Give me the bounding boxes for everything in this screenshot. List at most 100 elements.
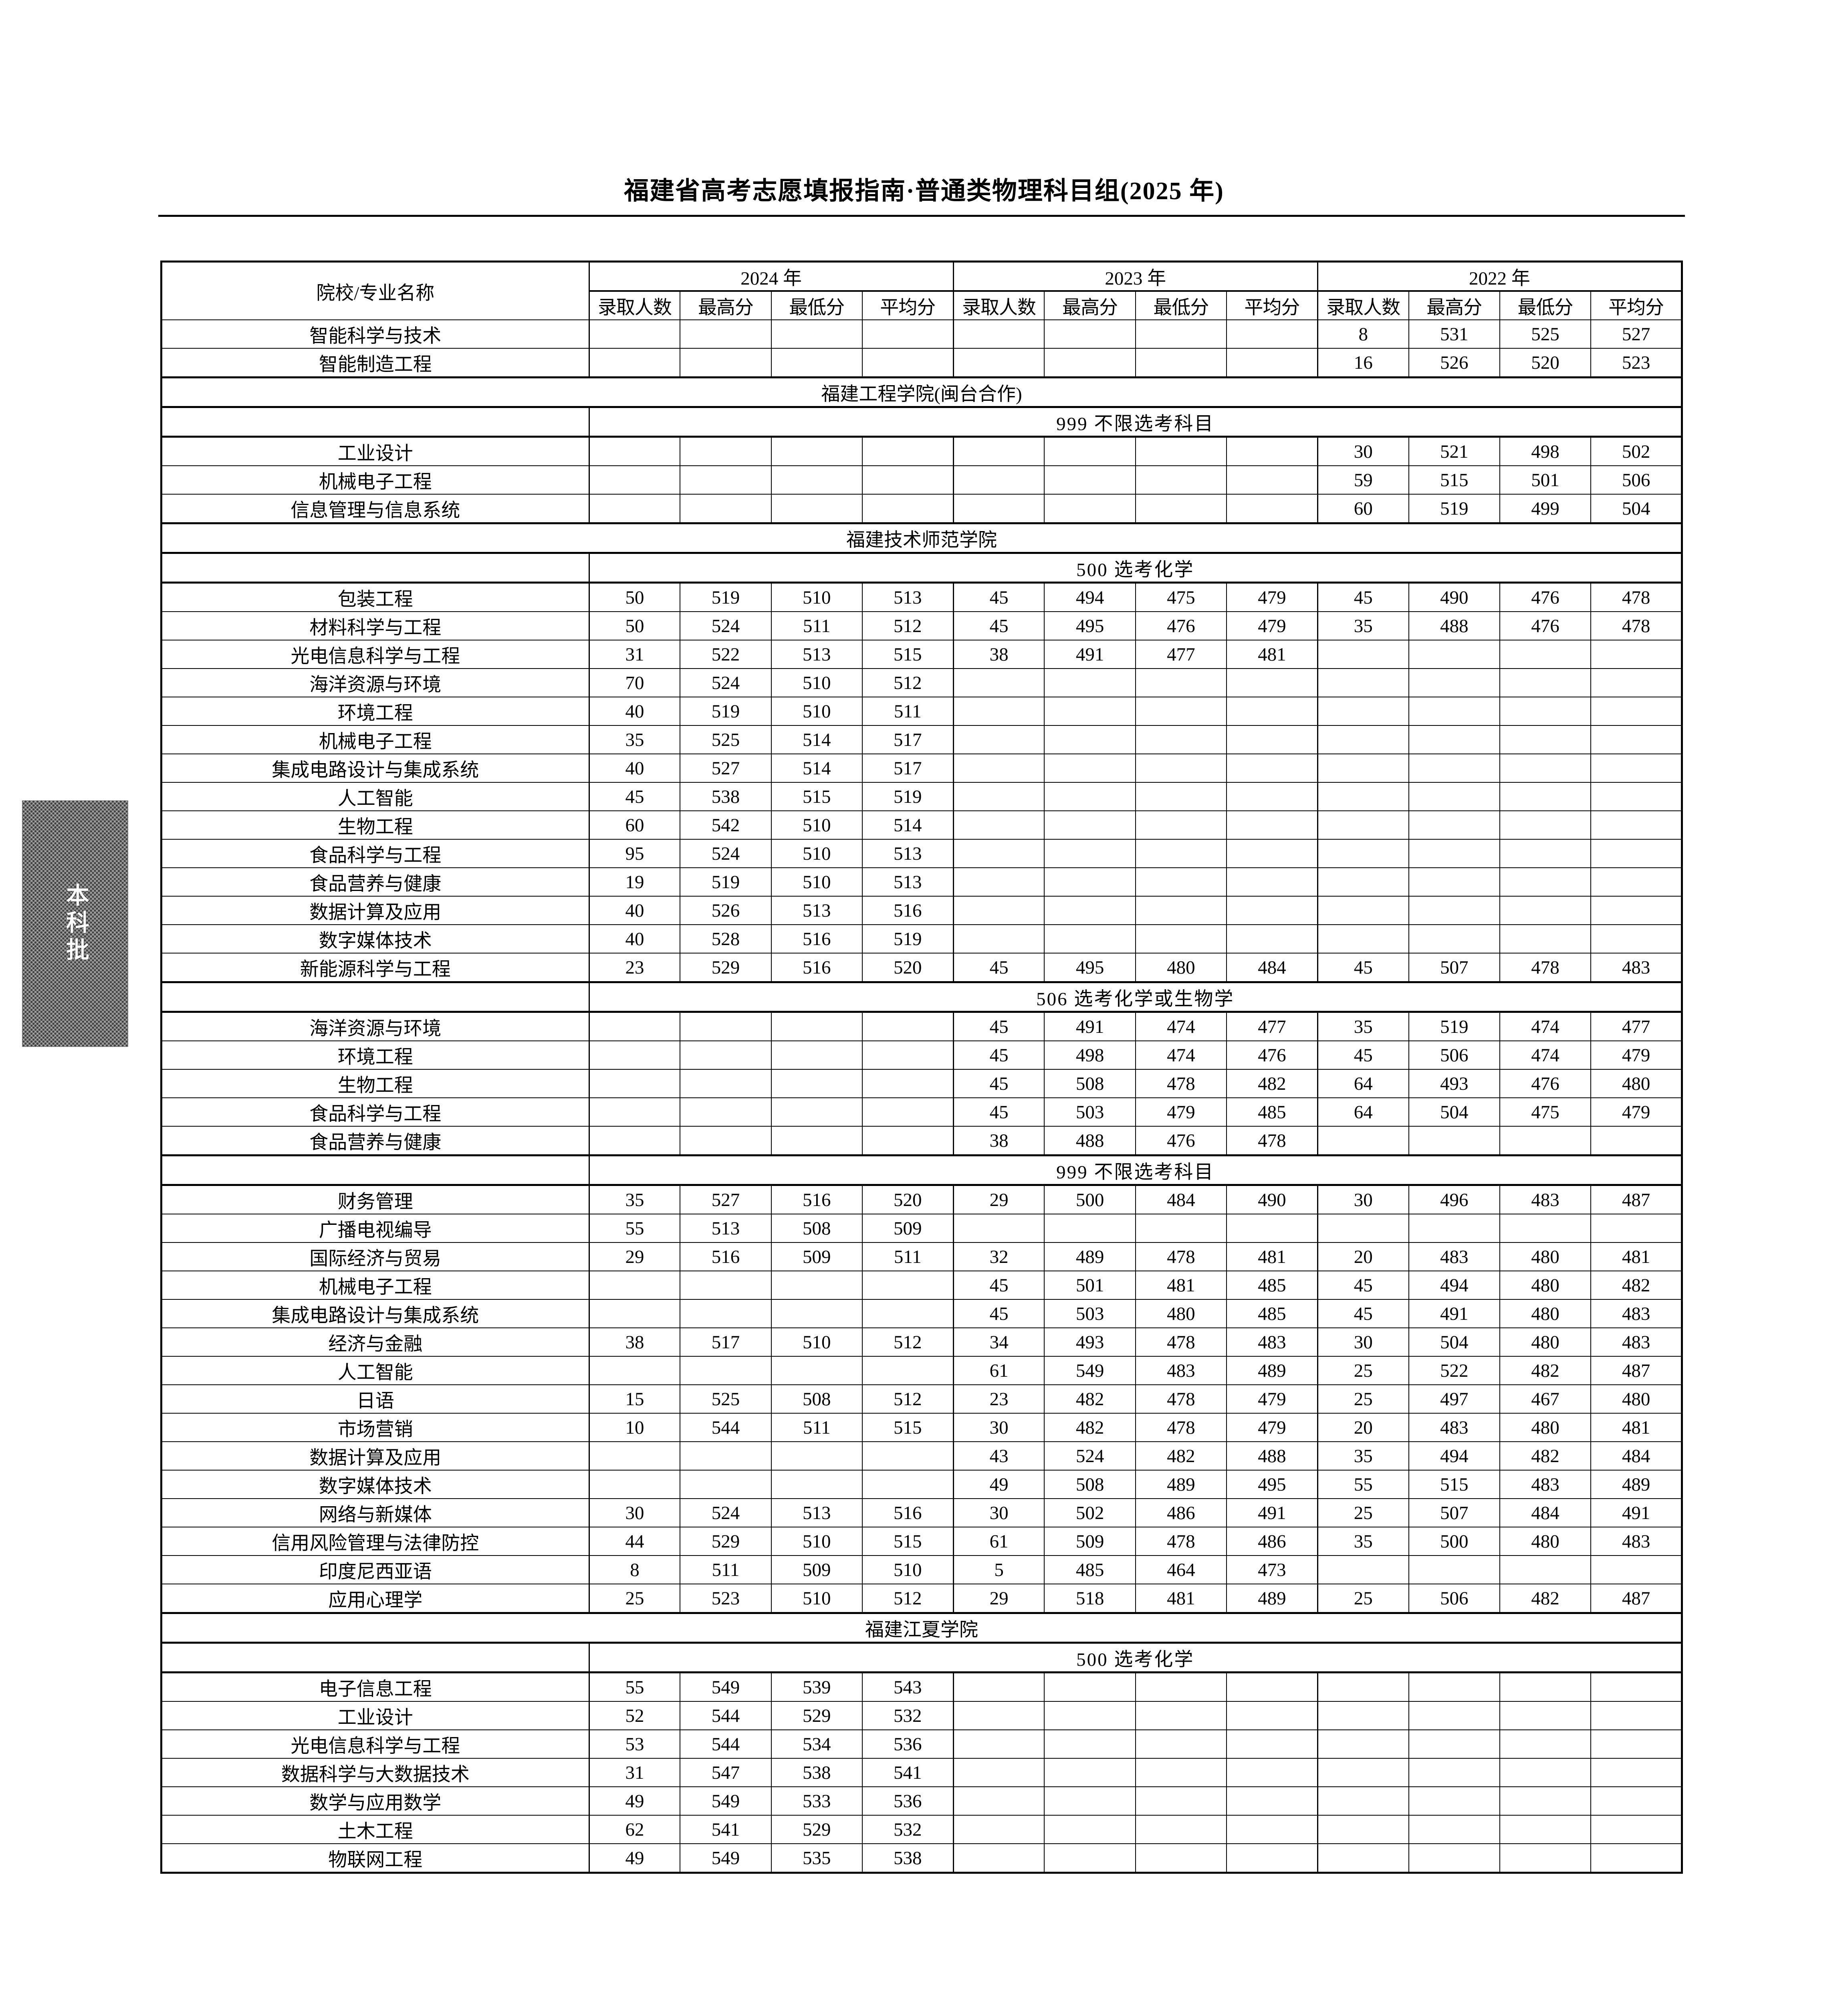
cell-2024-avg xyxy=(861,465,954,495)
cell-2022-max xyxy=(1408,640,1500,669)
cell-2023-max: 508 xyxy=(1044,1069,1136,1098)
cell-2022-max xyxy=(1408,1843,1500,1873)
table-row: 数据计算及应用 43 524 482 488 35 494 482 484 xyxy=(161,1441,1683,1471)
major-name: 新能源科学与工程 xyxy=(161,953,590,983)
cell-2024-avg: 509 xyxy=(861,1214,954,1243)
cell-2022-enrolled xyxy=(1317,668,1409,697)
cell-2024-enrolled: 35 xyxy=(588,1184,681,1214)
cell-2022-min: 482 xyxy=(1499,1356,1592,1385)
cell-2023-enrolled: 45 xyxy=(952,611,1045,640)
subject-group-row: 999 不限选考科目 xyxy=(161,1154,1683,1186)
cell-2022-max: 506 xyxy=(1408,1040,1500,1070)
major-name: 食品营养与健康 xyxy=(161,1126,590,1156)
cell-2022-enrolled xyxy=(1317,1758,1409,1787)
cell-2022-max xyxy=(1408,1758,1500,1787)
cell-2022-min: 476 xyxy=(1499,582,1592,612)
cell-2023-enrolled: 61 xyxy=(952,1527,1045,1556)
cell-2024-min: 510 xyxy=(771,697,863,726)
table-row: 数学与应用数学 49 549 533 536 xyxy=(161,1786,1683,1816)
cell-2023-enrolled xyxy=(952,896,1045,925)
cell-2022-enrolled: 25 xyxy=(1317,1584,1409,1614)
major-name: 信用风险管理与法律防控 xyxy=(161,1527,590,1556)
school-name: 福建江夏学院 xyxy=(161,1612,1683,1643)
table-row: 信息管理与信息系统 60 519 499 504 xyxy=(161,494,1683,524)
cell-2024-enrolled: 40 xyxy=(588,924,681,954)
cell-2024-max xyxy=(680,1011,772,1041)
cell-2024-min: 513 xyxy=(771,1498,863,1527)
cell-2024-enrolled: 49 xyxy=(588,1843,681,1873)
cell-2023-min xyxy=(1135,810,1227,840)
cell-2024-enrolled: 45 xyxy=(588,782,681,811)
cell-2023-avg xyxy=(1226,465,1318,495)
cell-2023-min: 474 xyxy=(1135,1011,1227,1041)
cell-2022-max: 507 xyxy=(1408,1498,1500,1527)
cell-2023-enrolled xyxy=(952,319,1045,349)
cell-2023-max xyxy=(1044,697,1136,726)
table-row: 环境工程 40 519 510 511 xyxy=(161,697,1683,726)
cell-2023-max: 491 xyxy=(1044,1011,1136,1041)
cell-2023-enrolled xyxy=(952,348,1045,378)
cell-2024-min: 533 xyxy=(771,1786,863,1816)
school-row: 福建工程学院(闽台合作) xyxy=(161,376,1683,408)
cell-2022-avg: 487 xyxy=(1590,1356,1683,1385)
cell-2022-enrolled: 35 xyxy=(1317,1527,1409,1556)
cell-2024-max: 544 xyxy=(680,1413,772,1442)
cell-2022-min xyxy=(1499,668,1592,697)
cell-2023-enrolled: 38 xyxy=(952,1126,1045,1156)
cell-2024-max: 513 xyxy=(680,1214,772,1243)
cell-2023-min xyxy=(1135,1729,1227,1759)
subject-group-row: 500 选考化学 xyxy=(161,552,1683,583)
major-name: 人工智能 xyxy=(161,1356,590,1385)
cell-2022-enrolled: 8 xyxy=(1317,319,1409,349)
subject-group-spacer xyxy=(161,552,590,583)
cell-2023-min xyxy=(1135,465,1227,495)
cell-2022-min xyxy=(1499,725,1592,754)
cell-2024-enrolled xyxy=(588,1441,681,1471)
cell-2022-min: 484 xyxy=(1499,1498,1592,1527)
cell-2024-avg: 519 xyxy=(861,782,954,811)
cell-2024-max: 524 xyxy=(680,839,772,868)
cell-2024-max: 522 xyxy=(680,640,772,669)
cell-2024-min: 539 xyxy=(771,1671,863,1702)
cell-2023-avg: 485 xyxy=(1226,1299,1318,1328)
cell-2022-max: 483 xyxy=(1408,1242,1500,1271)
cell-2022-enrolled xyxy=(1317,896,1409,925)
table-row: 食品科学与工程 45 503 479 485 64 504 475 479 xyxy=(161,1097,1683,1127)
cell-2024-max: 527 xyxy=(680,1184,772,1214)
cell-2022-max: 497 xyxy=(1408,1384,1500,1414)
cell-2022-enrolled: 25 xyxy=(1317,1356,1409,1385)
cell-2023-avg xyxy=(1226,697,1318,726)
cell-2024-avg: 510 xyxy=(861,1555,954,1584)
cell-2023-min xyxy=(1135,436,1227,466)
cell-2022-avg: 527 xyxy=(1590,319,1683,349)
table-head: 院校/专业名称 2024 年 2023 年 2022 年 录取人数 最高分 最低… xyxy=(161,261,1683,320)
cell-2023-avg: 476 xyxy=(1226,1040,1318,1070)
cell-2022-max: 494 xyxy=(1408,1271,1500,1300)
cell-2022-max: 494 xyxy=(1408,1441,1500,1471)
cell-2023-avg xyxy=(1226,1843,1318,1873)
cell-2023-enrolled: 5 xyxy=(952,1555,1045,1584)
cell-2024-max: 524 xyxy=(680,611,772,640)
cell-2022-enrolled xyxy=(1317,810,1409,840)
cell-2022-max xyxy=(1408,725,1500,754)
cell-2023-max: 498 xyxy=(1044,1040,1136,1070)
cell-2023-min xyxy=(1135,924,1227,954)
cell-2023-avg xyxy=(1226,494,1318,524)
cell-2023-min: 475 xyxy=(1135,582,1227,612)
cell-2022-max: 521 xyxy=(1408,436,1500,466)
cell-2023-enrolled xyxy=(952,782,1045,811)
table-row: 机械电子工程 59 515 501 506 xyxy=(161,465,1683,495)
major-name: 食品营养与健康 xyxy=(161,867,590,897)
cell-2024-enrolled: 40 xyxy=(588,896,681,925)
cell-2023-min: 477 xyxy=(1135,640,1227,669)
cell-2023-avg xyxy=(1226,725,1318,754)
subject-group-spacer xyxy=(161,1154,590,1186)
table-row: 财务管理 35 527 516 520 29 500 484 490 30 496 483 487 xyxy=(161,1184,1683,1214)
cell-2022-min: 480 xyxy=(1499,1327,1592,1357)
cell-2024-enrolled: 19 xyxy=(588,867,681,897)
cell-2024-min xyxy=(771,1097,863,1127)
cell-2022-avg: 481 xyxy=(1590,1242,1683,1271)
cell-2024-avg: 512 xyxy=(861,668,954,697)
cell-2022-avg xyxy=(1590,1786,1683,1816)
cell-2024-max xyxy=(680,319,772,349)
